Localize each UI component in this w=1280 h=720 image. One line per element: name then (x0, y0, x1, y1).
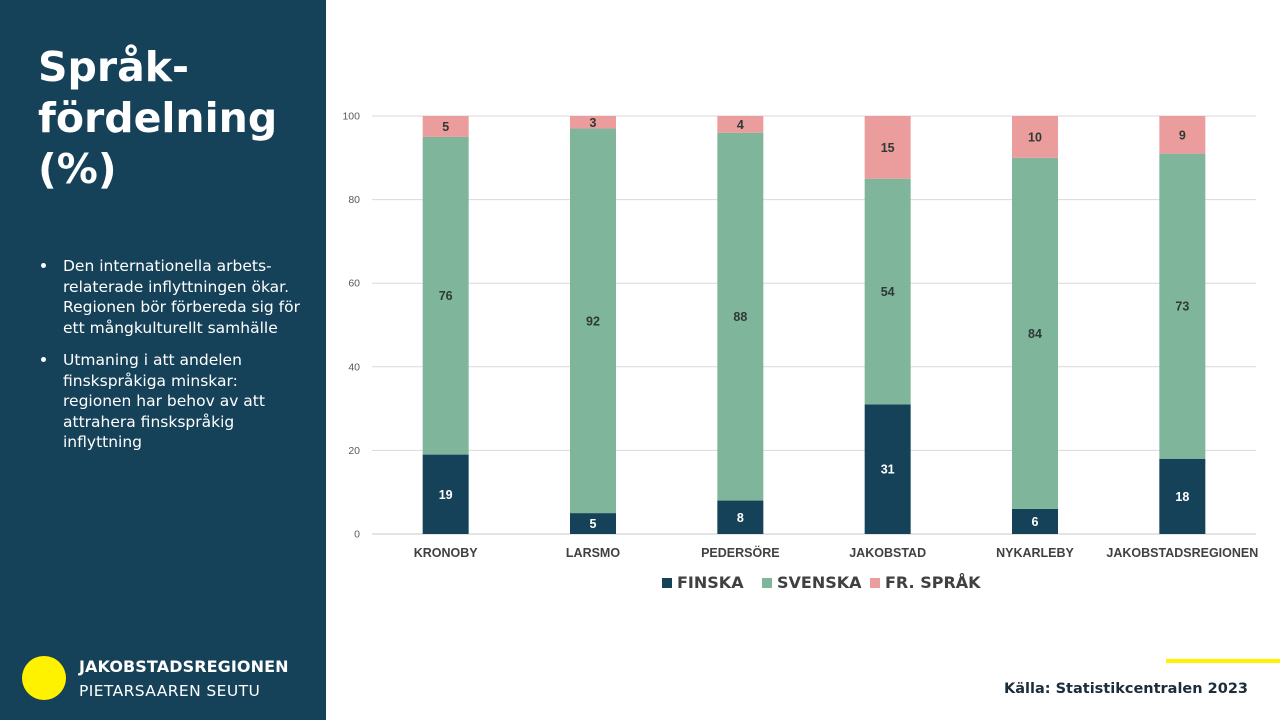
slide-title: Språk-fördelning (%) (38, 43, 278, 193)
bar-svenska (1012, 157, 1058, 509)
logo-text-primary: JAKOBSTADSREGIONEN (79, 657, 289, 676)
source-note: Källa: Statistikcentralen 2023 (1004, 681, 1248, 697)
sidebar: Språk-fördelning (%) Den internationella… (0, 0, 326, 720)
x-tick-label: JAKOBSTAD (849, 546, 926, 560)
bar-finska (864, 404, 911, 534)
data-label: 5 (442, 120, 449, 134)
data-label: 19 (439, 488, 453, 502)
bar-finska (422, 454, 469, 534)
y-tick-label: 80 (348, 194, 360, 206)
bar-svenska (1159, 153, 1206, 459)
data-label: 6 (1032, 515, 1039, 529)
logo-text-secondary: PIETARSAAREN SEUTU (79, 682, 261, 700)
bar-fr-spr-k (1159, 116, 1206, 154)
bar-fr-spr-k (570, 116, 616, 129)
bar-svenska (422, 136, 469, 455)
data-label: 10 (1028, 130, 1042, 144)
bar-fr-spr-k (717, 116, 764, 133)
legend-label: FINSKA (677, 573, 744, 592)
y-tick-label: 40 (348, 361, 360, 373)
data-label: 5 (590, 517, 597, 531)
bar-svenska (717, 132, 764, 501)
data-label: 4 (737, 118, 744, 132)
bar-finska (1012, 508, 1058, 534)
stacked-bar-chart: 02040608010019765KRONOBY5923LARSMO8884PE… (342, 111, 1258, 593)
bar-svenska (570, 128, 616, 514)
data-label: 18 (1175, 490, 1189, 504)
data-label: 9 (1179, 128, 1186, 142)
data-label: 84 (1028, 327, 1042, 341)
bar-finska (1159, 458, 1206, 534)
y-tick-label: 60 (348, 278, 360, 290)
data-label: 31 (881, 463, 895, 477)
x-tick-label: PEDERSÖRE (701, 545, 780, 560)
bar-fr-spr-k (864, 116, 911, 179)
x-tick-label: KRONOBY (414, 546, 479, 560)
x-tick-label: LARSMO (566, 546, 620, 560)
y-tick-label: 100 (342, 111, 360, 123)
bar-finska (717, 500, 764, 534)
legend-swatch (870, 578, 880, 588)
logo-circle-icon (22, 656, 66, 700)
data-label: 76 (439, 289, 453, 303)
x-tick-label: JAKOBSTADSREGIONEN (1106, 546, 1258, 560)
data-label: 73 (1175, 300, 1189, 314)
data-label: 3 (590, 116, 597, 130)
data-label: 8 (737, 511, 744, 525)
data-label: 54 (881, 285, 895, 299)
legend-label: SVENSKA (777, 573, 862, 592)
legend-label: FR. SPRÅK (885, 573, 981, 592)
data-label: 88 (733, 310, 747, 324)
data-label: 92 (586, 314, 600, 328)
bullet-item: Den internationella arbets-relaterade in… (38, 256, 308, 338)
bullet-list: Den internationella arbets-relaterade in… (38, 256, 308, 465)
bullet-item: Utmaning i att andelen finskspråkiga min… (38, 350, 308, 453)
accent-line (1166, 659, 1280, 663)
y-tick-label: 0 (354, 529, 360, 541)
bar-svenska (864, 178, 911, 405)
legend-swatch (762, 578, 772, 588)
bar-fr-spr-k (1012, 116, 1058, 158)
bar-finska (570, 513, 616, 534)
legend-swatch (662, 578, 672, 588)
bar-fr-spr-k (422, 116, 469, 137)
x-tick-label: NYKARLEBY (996, 546, 1074, 560)
data-label: 15 (881, 141, 895, 155)
y-tick-label: 20 (348, 445, 360, 457)
